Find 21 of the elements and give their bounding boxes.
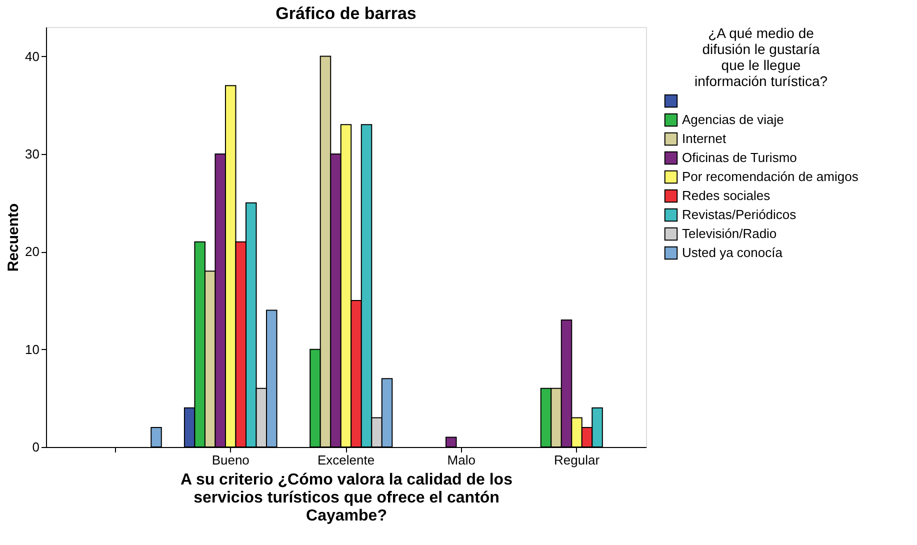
legend-label: Revistas/Periódicos [682, 207, 797, 222]
legend-label: Por recomendación de amigos [682, 169, 859, 184]
x-axis-title: A su criterio ¿Cómo valora la calidad de los servicios turísticos que ofrece el cantón Cayambe? [180, 472, 513, 524]
legend-label: Usted ya conocía [682, 245, 784, 260]
y-tick-label: 30 [25, 146, 40, 162]
y-tick-label: 40 [25, 48, 40, 64]
legend-title: ¿A qué medio de difusión le gustaría que le llegue información turística? [694, 25, 828, 89]
legend-label: Televisión/Radio [682, 226, 777, 241]
x-tick-label: Bueno [212, 452, 250, 468]
x-tick-label: Regular [554, 452, 600, 468]
legend-label: Agencias de viaje [682, 112, 784, 127]
y-tick-label: 0 [32, 440, 40, 454]
chart-title: Gráfico de barras [276, 4, 416, 23]
y-axis-title: Recuento [5, 203, 22, 272]
x-tick-label: Excelente [317, 452, 375, 468]
y-tick-label: 20 [25, 244, 40, 260]
y-tick-label: 10 [25, 342, 40, 357]
legend-label: Redes sociales [682, 188, 771, 203]
legend-label: Internet [682, 131, 726, 146]
x-tick-label: Malo [447, 452, 476, 468]
legend-label: Oficinas de Turismo [682, 150, 797, 165]
